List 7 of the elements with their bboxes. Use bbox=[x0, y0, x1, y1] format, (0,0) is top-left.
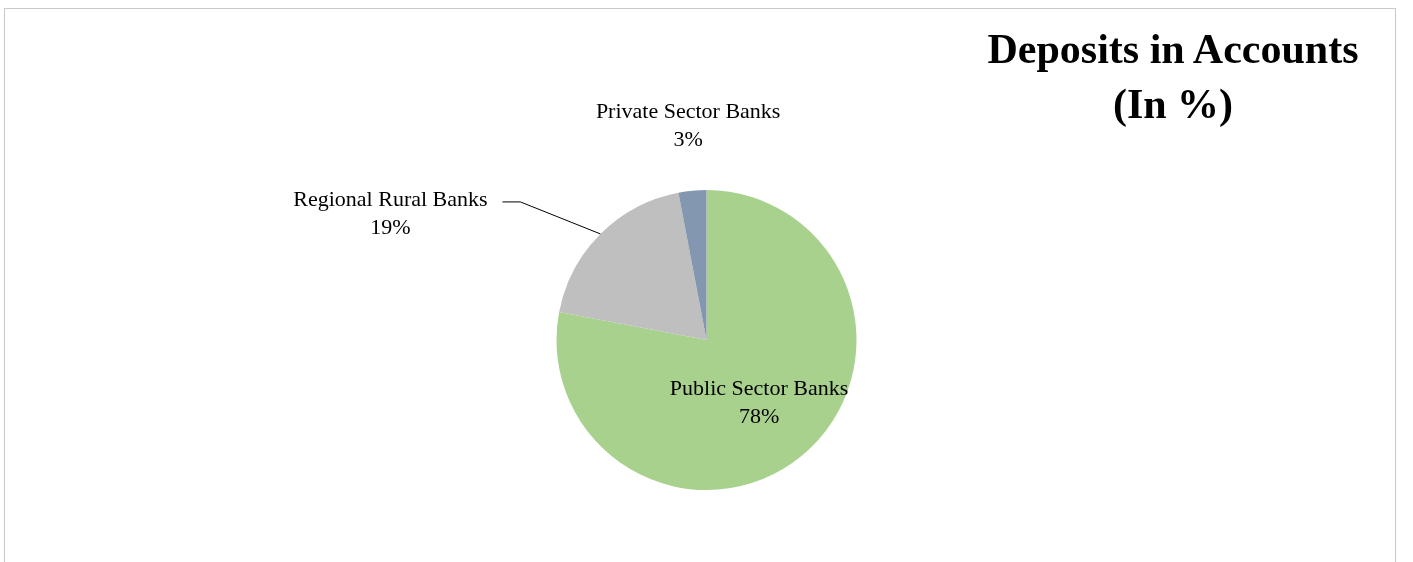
slice-label: Private Sector Banks bbox=[595, 97, 781, 123]
data-label: 78% bbox=[738, 403, 780, 429]
slice-label: Regional Rural Banks bbox=[293, 185, 488, 211]
data-label: 19% bbox=[370, 213, 411, 239]
text: Deposits in Accounts (In %) bbox=[986, 25, 1360, 129]
slice-label: Public Sector Banks bbox=[669, 375, 849, 401]
data-label: 3% bbox=[673, 125, 703, 151]
